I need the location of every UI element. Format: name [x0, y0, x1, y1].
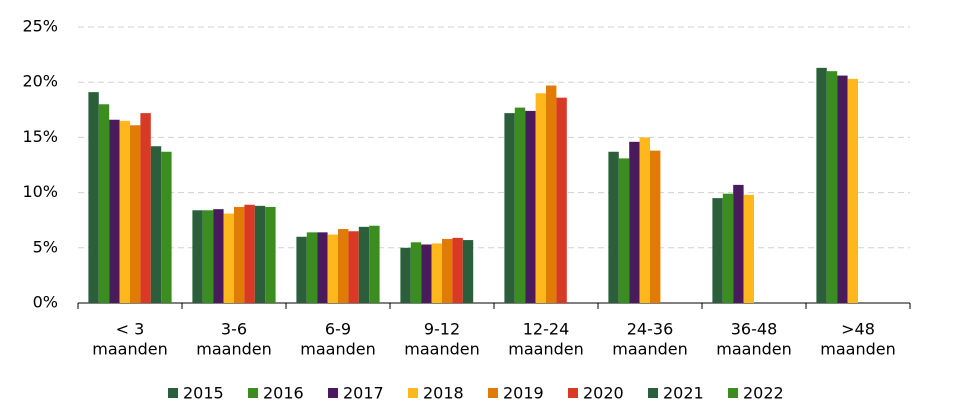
- legend-swatch: [408, 388, 418, 398]
- bar: [837, 75, 848, 304]
- bar: [98, 104, 110, 303]
- bar: [150, 146, 162, 303]
- x-tick-label: < 3: [116, 320, 145, 339]
- bar: [421, 244, 432, 303]
- bar: [109, 119, 120, 304]
- bar: [410, 242, 422, 303]
- bar: [847, 78, 858, 303]
- legend-swatch: [488, 388, 498, 398]
- bar: [712, 198, 723, 303]
- bar: [442, 238, 453, 303]
- x-tick-label: 6-9: [325, 320, 351, 339]
- y-tick-label: 20%: [22, 72, 58, 91]
- x-tick-label: maanden: [612, 340, 687, 359]
- x-tick-label: maanden: [196, 340, 271, 359]
- bar: [88, 92, 99, 303]
- bar: [556, 97, 567, 303]
- legend-label: 2017: [343, 384, 384, 403]
- legend-label: 2016: [263, 384, 304, 403]
- legend-swatch: [328, 388, 338, 398]
- bar: [234, 206, 245, 303]
- x-tick-label: maanden: [404, 340, 479, 359]
- bar: [358, 226, 370, 303]
- x-tick-label: maanden: [716, 340, 791, 359]
- legend-label: 2015: [183, 384, 224, 403]
- x-tick-label: maanden: [300, 340, 375, 359]
- bar: [629, 141, 640, 303]
- y-tick-label: 5%: [33, 237, 58, 256]
- bar: [400, 247, 411, 303]
- bar: [743, 194, 754, 303]
- bar: [535, 93, 546, 304]
- legend-swatch: [248, 388, 258, 398]
- legend-swatch: [648, 388, 658, 398]
- legend-label: 2020: [583, 384, 624, 403]
- bar: [639, 137, 650, 303]
- bar: [223, 213, 234, 303]
- bar: [213, 209, 224, 303]
- legend-label: 2019: [503, 384, 544, 403]
- bar: [265, 206, 276, 303]
- x-tick-label: maanden: [820, 340, 895, 359]
- x-tick-label: 24-36: [627, 320, 674, 339]
- bar: [338, 229, 349, 303]
- legend-label: 2021: [663, 384, 704, 403]
- y-tick-label: 0%: [33, 293, 58, 312]
- bar: [254, 205, 266, 303]
- bar: [733, 184, 744, 303]
- bar: [296, 236, 307, 303]
- bar: [130, 125, 141, 303]
- bar: [650, 150, 661, 303]
- y-tick-label: 15%: [22, 127, 58, 146]
- bar: [546, 85, 557, 304]
- bar: [608, 151, 619, 303]
- x-tick-label: 9-12: [424, 320, 460, 339]
- bar: [462, 240, 474, 303]
- x-tick-label: maanden: [92, 340, 167, 359]
- legend-label: 2022: [743, 384, 784, 403]
- bar: [816, 67, 827, 304]
- x-tick-label: maanden: [508, 340, 583, 359]
- bar: [722, 193, 734, 303]
- y-tick-label: 25%: [22, 17, 58, 36]
- bar: [244, 204, 255, 303]
- bar: [514, 107, 526, 303]
- bar: [119, 120, 130, 303]
- bar: [161, 151, 172, 303]
- bar: [306, 232, 318, 303]
- bar: [327, 234, 338, 303]
- bar: [369, 225, 380, 303]
- x-tick-label: 36-48: [731, 320, 778, 339]
- bar: [202, 210, 214, 303]
- x-tick-label: >48: [841, 320, 875, 339]
- bar: [348, 231, 359, 303]
- legend-swatch: [168, 388, 178, 398]
- bar: [192, 210, 203, 303]
- bar: [504, 113, 515, 303]
- legend-swatch: [728, 388, 738, 398]
- bar: [452, 237, 463, 303]
- bar: [525, 110, 536, 304]
- x-tick-label: 3-6: [221, 320, 247, 339]
- bar: [431, 243, 442, 303]
- legend-swatch: [568, 388, 578, 398]
- bar: [618, 158, 630, 303]
- legend-label: 2018: [423, 384, 464, 403]
- bar: [140, 113, 151, 303]
- y-tick-label: 10%: [22, 182, 58, 201]
- x-tick-label: 12-24: [523, 320, 570, 339]
- bar: [317, 232, 328, 303]
- bar: [826, 71, 838, 303]
